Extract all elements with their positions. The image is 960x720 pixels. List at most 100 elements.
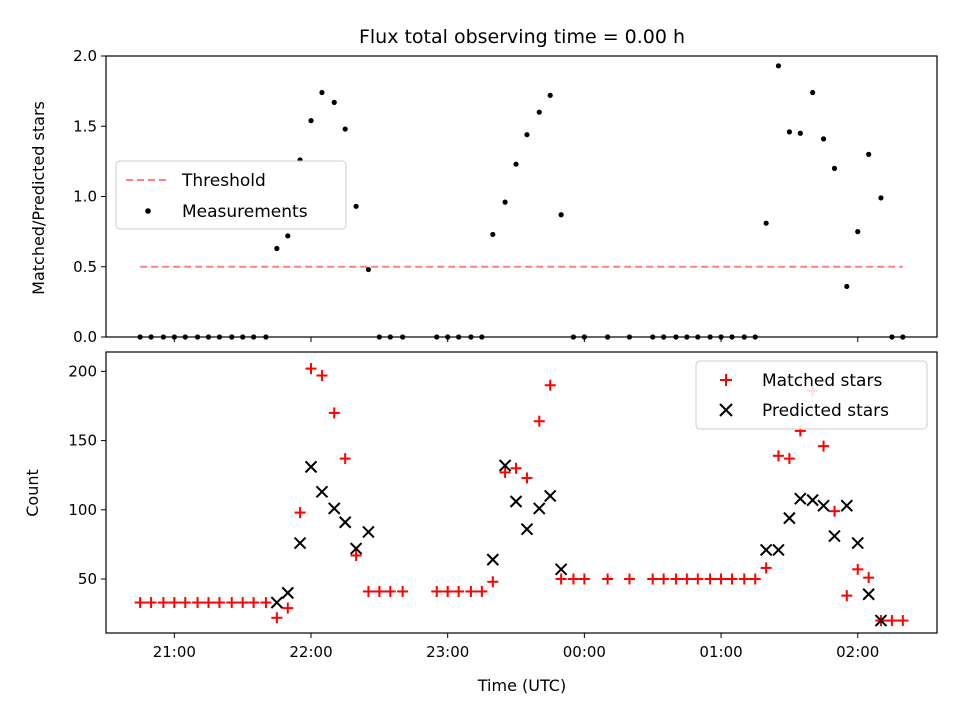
measurement-point bbox=[866, 151, 872, 157]
x-tick-label: 22:00 bbox=[289, 643, 332, 661]
measurement-point bbox=[319, 89, 325, 96]
matched-star-point bbox=[578, 573, 590, 585]
predicted-star-point bbox=[520, 522, 534, 536]
measurement-point bbox=[775, 63, 782, 69]
matched-star-point bbox=[863, 572, 875, 584]
matched-star-point bbox=[248, 597, 260, 609]
measurement-point bbox=[285, 233, 291, 239]
measurement-point bbox=[342, 126, 348, 132]
predicted-star-point bbox=[281, 586, 294, 600]
matched-star-point bbox=[521, 472, 533, 484]
matched-star-point bbox=[658, 573, 670, 585]
matched-star-point bbox=[499, 466, 511, 478]
measurement-point bbox=[820, 136, 827, 142]
top-y-tick-label: 0.0 bbox=[73, 328, 97, 346]
legend-measurements-label: Measurements bbox=[182, 202, 308, 222]
matched-star-point bbox=[282, 602, 294, 614]
legend-measurements-swatch bbox=[145, 208, 151, 214]
top-legend: Threshold Measurements bbox=[115, 160, 347, 230]
bottom-legend: Matched stars Predicted stars bbox=[695, 360, 928, 430]
predicted-star-point bbox=[851, 536, 864, 550]
matched-star-point bbox=[168, 597, 180, 609]
measurement-point bbox=[786, 129, 792, 135]
matched-star-point bbox=[715, 573, 727, 585]
matched-star-point bbox=[271, 612, 283, 624]
matched-star-point bbox=[213, 597, 225, 609]
measurement-point bbox=[490, 231, 496, 238]
matched-star-point bbox=[841, 590, 853, 602]
matched-star-point bbox=[294, 507, 306, 519]
legend-predicted-swatch bbox=[719, 403, 733, 417]
matched-star-point bbox=[431, 585, 443, 597]
measurement-point bbox=[331, 99, 337, 105]
matched-star-point bbox=[203, 597, 215, 609]
bottom-y-tick-label: 100 bbox=[68, 501, 97, 519]
predicted-star-point bbox=[349, 542, 363, 555]
matched-star-point bbox=[738, 573, 750, 585]
predicted-star-point bbox=[304, 460, 318, 474]
legend-predicted-label: Predicted stars bbox=[762, 401, 889, 421]
predicted-star-point bbox=[828, 529, 841, 543]
predicted-star-point bbox=[533, 502, 546, 515]
predicted-star-point bbox=[840, 499, 853, 512]
bottom-y-tick-label: 200 bbox=[68, 362, 97, 380]
matched-star-point bbox=[237, 597, 249, 609]
matched-star-point bbox=[726, 573, 738, 585]
matched-star-point bbox=[818, 440, 830, 452]
x-axis-label: Time (UTC) bbox=[477, 676, 566, 695]
matched-star-point bbox=[305, 363, 317, 375]
matched-star-point bbox=[145, 597, 157, 609]
predicted-star-point bbox=[794, 492, 807, 505]
matched-star-point bbox=[602, 573, 614, 585]
bottom-plot-area: 21:00 22:00 23:00 00:00 01:00 02:00 50 100 150 20… bbox=[68, 362, 909, 661]
matched-star-point bbox=[384, 585, 396, 597]
matched-star-point bbox=[453, 585, 465, 597]
matched-star-point bbox=[316, 370, 328, 382]
measurement-point bbox=[878, 195, 884, 201]
matched-star-point bbox=[544, 379, 556, 391]
measurement-point bbox=[855, 229, 861, 235]
matched-star-point bbox=[465, 585, 477, 597]
matched-star-point bbox=[487, 576, 499, 588]
matched-star-point bbox=[897, 615, 909, 627]
predicted-star-point bbox=[509, 495, 523, 508]
x-tick-label: 02:00 bbox=[836, 643, 879, 661]
predicted-star-point bbox=[862, 588, 875, 601]
measurement-point bbox=[797, 130, 803, 136]
predicted-star-point bbox=[543, 489, 557, 503]
measurement-point bbox=[513, 161, 519, 167]
top-chart-title: Flux total observing time = 0.00 h bbox=[359, 26, 685, 48]
matched-star-point bbox=[157, 597, 169, 609]
matched-star-point bbox=[772, 450, 784, 462]
matched-star-point bbox=[442, 585, 454, 597]
matched-star-point bbox=[192, 597, 204, 609]
measurement-point bbox=[274, 245, 280, 252]
matched-star-point bbox=[179, 597, 191, 609]
matched-star-point bbox=[226, 597, 238, 609]
measurement-point bbox=[831, 165, 838, 171]
matched-star-point bbox=[260, 597, 272, 609]
measurement-point bbox=[353, 203, 359, 209]
matched-star-point bbox=[704, 573, 716, 585]
matched-star-point bbox=[533, 415, 545, 427]
predicted-star-point bbox=[806, 493, 819, 507]
legend-threshold-label: Threshold bbox=[181, 171, 266, 191]
matched-star-point bbox=[886, 615, 898, 627]
matched-star-point bbox=[852, 563, 864, 575]
matched-star-point bbox=[362, 585, 374, 597]
matched-star-point bbox=[760, 562, 772, 574]
predicted-star-point bbox=[328, 502, 341, 515]
x-tick-label: 00:00 bbox=[563, 643, 606, 661]
predicted-star-point bbox=[772, 543, 785, 557]
predicted-star-point bbox=[874, 614, 888, 627]
x-tick-label: 01:00 bbox=[699, 643, 742, 661]
top-y-tick-label: 2.0 bbox=[73, 47, 97, 65]
top-y-tick-label: 1.0 bbox=[73, 188, 97, 206]
matched-star-point bbox=[397, 585, 409, 597]
top-plot-frame bbox=[105, 55, 938, 338]
predicted-star-point bbox=[486, 553, 500, 566]
matched-star-point bbox=[681, 573, 693, 585]
measurement-point bbox=[763, 220, 769, 226]
bottom-y-axis-label: Count bbox=[23, 469, 42, 517]
